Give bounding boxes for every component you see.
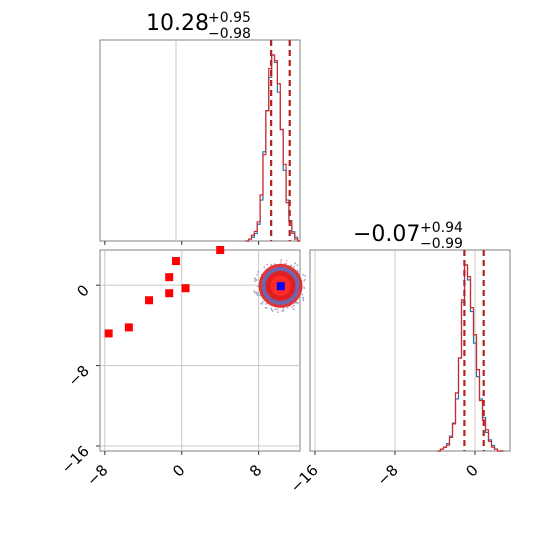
scatter-sample-point bbox=[261, 302, 263, 305]
scatter-sample-point bbox=[257, 291, 260, 294]
hist-param1-frame bbox=[99, 39, 301, 242]
scatter-sample-point bbox=[301, 293, 304, 296]
scatter-xtick-label-0: −8 bbox=[83, 461, 111, 489]
scatter-sample-point bbox=[282, 308, 284, 310]
scatter-sample-point bbox=[304, 275, 307, 277]
scatter-red-square-0 bbox=[104, 329, 113, 338]
scatter-sample-point bbox=[276, 311, 279, 314]
scatter-sample-point bbox=[253, 277, 256, 280]
scatter-sample-point bbox=[261, 301, 264, 303]
scatter-sample-point bbox=[263, 266, 266, 269]
scatter-sample-point bbox=[253, 290, 256, 293]
hist-param2-xtick-label-1: −8 bbox=[373, 461, 401, 489]
scatter-sample-point bbox=[265, 303, 267, 305]
scatter-xtick-label-1: 0 bbox=[169, 461, 188, 480]
scatter-sample-point bbox=[255, 291, 258, 293]
hist-param2-xtick-label-0: −16 bbox=[287, 461, 322, 496]
hist-param2-title-minus: −0.99 bbox=[420, 236, 463, 252]
hist-param2-title: −0.07 bbox=[353, 222, 420, 247]
scatter-sample-point bbox=[264, 306, 267, 309]
scatter-sample-point bbox=[302, 296, 304, 299]
scatter-xtick-label-2: 8 bbox=[246, 461, 265, 480]
scatter-red-square-7 bbox=[216, 246, 225, 254]
scatter-ytick-label-0: 0 bbox=[73, 281, 92, 300]
scatter-sample-point bbox=[281, 310, 284, 313]
scatter-sample-point bbox=[285, 262, 288, 265]
scatter-red-square-2 bbox=[145, 296, 154, 305]
scatter-sample-point bbox=[253, 280, 256, 283]
scatter-sample-point bbox=[270, 307, 273, 310]
scatter-sample-point bbox=[296, 264, 299, 267]
hist-param2-panel: −16 −8 0 −0.07 +0.94 −0.99 bbox=[287, 220, 511, 496]
scatter-red-square-3 bbox=[165, 273, 174, 282]
scatter-sample-point bbox=[259, 294, 262, 297]
scatter-sample-point bbox=[296, 269, 299, 272]
hist-param2-title-plus: +0.94 bbox=[420, 220, 463, 236]
scatter-sample-point bbox=[293, 304, 295, 307]
hist-param1-title-plus: +0.95 bbox=[208, 10, 251, 26]
hist-param1-title-minus: −0.98 bbox=[208, 26, 251, 42]
scatter-sample-point bbox=[256, 294, 259, 297]
scatter-2d-panel: −8 0 80−8−16 bbox=[58, 246, 307, 489]
scatter-sample-point bbox=[276, 308, 279, 311]
scatter-sample-point bbox=[270, 264, 273, 267]
scatter-sample-point bbox=[293, 265, 296, 268]
scatter-sample-point bbox=[286, 306, 289, 309]
scatter-sample-point bbox=[257, 271, 259, 273]
scatter-sample-point bbox=[302, 273, 304, 276]
hist-param1-title: 10.28 bbox=[146, 11, 209, 36]
scatter-red-square-5 bbox=[171, 257, 180, 266]
scatter-sample-point bbox=[280, 259, 283, 261]
scatter-blue-marker bbox=[276, 282, 285, 291]
scatter-ytick-label-1: −8 bbox=[64, 362, 92, 390]
scatter-sample-point bbox=[290, 264, 293, 267]
scatter-red-square-6 bbox=[181, 284, 190, 293]
scatter-sample-point bbox=[255, 292, 258, 295]
scatter-sample-point bbox=[292, 308, 295, 311]
scatter-sample-point bbox=[295, 301, 297, 304]
scatter-sample-point bbox=[266, 263, 269, 266]
scatter-sample-point bbox=[285, 259, 288, 262]
scatter-sample-point bbox=[303, 287, 306, 290]
hist-param1-red-series bbox=[245, 54, 301, 242]
hist-param2-frame bbox=[309, 249, 511, 452]
scatter-sample-point bbox=[256, 273, 259, 276]
scatter-red-square-4 bbox=[165, 289, 174, 298]
scatter-sample-point bbox=[303, 279, 306, 282]
scatter-sample-point bbox=[294, 262, 297, 265]
hist-param2-xtick-label-2: 0 bbox=[462, 461, 481, 480]
scatter-sample-point bbox=[298, 302, 301, 305]
scatter-sample-point bbox=[266, 307, 268, 309]
scatter-sample-point bbox=[271, 310, 274, 312]
scatter-sample-point bbox=[274, 308, 277, 311]
scatter-sample-point bbox=[257, 285, 259, 288]
scatter-sample-point bbox=[302, 299, 305, 302]
scatter-red-square-1 bbox=[124, 323, 133, 332]
hist-param2-red-series bbox=[437, 264, 504, 452]
scatter-sample-point bbox=[273, 263, 276, 266]
scatter-sample-point bbox=[291, 306, 294, 308]
scatter-sample-point bbox=[279, 261, 282, 263]
scatter-sample-point bbox=[299, 267, 302, 270]
hist-param1-panel: 10.28 +0.95 −0.98 bbox=[99, 10, 301, 245]
